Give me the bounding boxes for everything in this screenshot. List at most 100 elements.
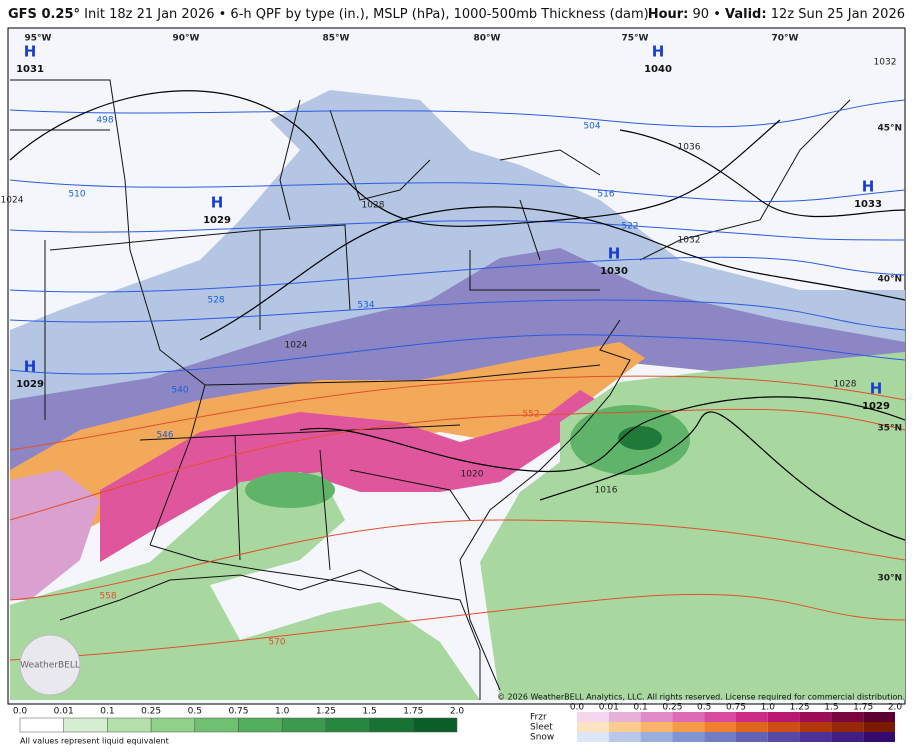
high-center: H [652,43,665,61]
type-swatch [672,732,705,742]
type-swatch [767,712,800,722]
type-label: Frzr [530,713,547,723]
type-swatch [799,732,832,742]
type-swatch [640,712,673,722]
header-title: GFS 0.25° Init 18z 21 Jan 2026 • 6-h QPF… [8,7,649,22]
high-center: H [24,358,37,376]
type-tick: 1.75 [853,703,873,713]
type-swatch [831,712,864,722]
thickness-label: 522 [621,222,638,232]
type-swatch [736,732,768,742]
type-swatch [863,722,895,732]
type-tick: 0.0 [570,703,585,713]
high-center: H [870,380,883,398]
logo [19,634,81,696]
rain-tick: 0.75 [228,707,248,717]
isobar-label: 1028 [834,380,857,390]
type-tick: 1.0 [761,703,776,713]
isobar-label: 1024 [1,196,24,206]
latitude-label: 40°N [877,275,902,285]
latitude-label: 30°N [877,574,902,584]
rain-tick: 0.5 [188,707,202,717]
type-swatch [640,722,673,732]
type-swatch [863,712,895,722]
rain-tick: 1.75 [403,707,423,717]
thickness-label: 546 [156,431,173,441]
high-pressure: 1033 [854,199,882,210]
thickness-label: 504 [583,122,600,132]
type-tick: 0.1 [633,703,647,713]
type-swatch [863,732,895,742]
type-swatch [831,722,864,732]
rain-tick: 0.1 [100,707,114,717]
isobar-label: 1016 [595,486,618,496]
type-tick: 0.01 [599,703,619,713]
type-swatch [767,722,800,732]
frzr-light [10,470,100,600]
sleet [10,342,645,585]
type-swatch [672,712,705,722]
high-pressure: 1040 [644,64,672,75]
thickness-label: 528 [207,296,224,306]
thickness-cold [9,99,906,375]
rain-tick: 0.01 [54,707,74,717]
high-pressure: 1029 [203,215,231,226]
frzr [100,390,600,562]
thickness-label: 558 [99,592,116,602]
thickness-label: 516 [597,190,614,200]
thickness-label: 552 [522,410,539,420]
thickness-label: 534 [357,301,374,311]
type-swatch [704,712,736,722]
isobar-label: 1032 [678,236,701,246]
high-pressure: 1029 [16,379,44,390]
thickness-label: 510 [68,190,85,200]
copyright: © 2026 WeatherBELL Analytics, LLC. All r… [497,693,905,702]
longitude-label: 75°W [622,34,649,44]
coastline [59,99,851,691]
snow-heavy [10,248,905,472]
type-swatch [736,712,768,722]
type-tick: 2.0 [888,703,903,713]
rain-west [10,472,480,700]
high-pressure: 1030 [600,266,628,277]
type-swatch [799,722,832,732]
type-swatch [767,732,800,742]
type-swatch [704,732,736,742]
type-swatch [736,722,768,732]
longitude-label: 90°W [173,34,200,44]
rain-tick: 1.25 [316,707,336,717]
high-center: H [211,194,224,212]
type-swatch [704,722,736,732]
longitude-label: 70°W [772,34,799,44]
isobar-label: 1032 [874,58,897,68]
isobar-label: 1020 [461,470,484,480]
thickness-warm [9,375,906,661]
type-swatch [799,712,832,722]
header-valid: Hour: 90 • Valid: 12z Sun 25 Jan 2026 [648,7,905,22]
high-pressure: 1029 [862,401,890,412]
latitude-label: 45°N [877,124,902,134]
rain-swatch [325,717,370,733]
isobars [9,90,906,541]
type-tick: 1.5 [824,703,838,713]
high-center: H [608,245,621,263]
rain-heavy [618,426,662,450]
type-swatch [577,712,609,722]
state-lines [10,79,601,700]
type-swatch [640,732,673,742]
rain-swatch [413,717,458,733]
rain-tick: 0.0 [13,707,28,717]
type-swatch [577,722,609,732]
type-label: Snow [530,733,554,743]
rain-tick: 0.25 [141,707,161,717]
type-swatch [831,732,864,742]
rain-swatch [19,717,64,733]
logo-text: WeatherBELL [20,661,80,671]
type-swatch [577,732,609,742]
map [7,27,906,705]
rain-swatch [238,717,283,733]
type-tick: 0.75 [726,703,746,713]
type-tick: 0.25 [662,703,682,713]
rain-tick: 2.0 [450,707,465,717]
